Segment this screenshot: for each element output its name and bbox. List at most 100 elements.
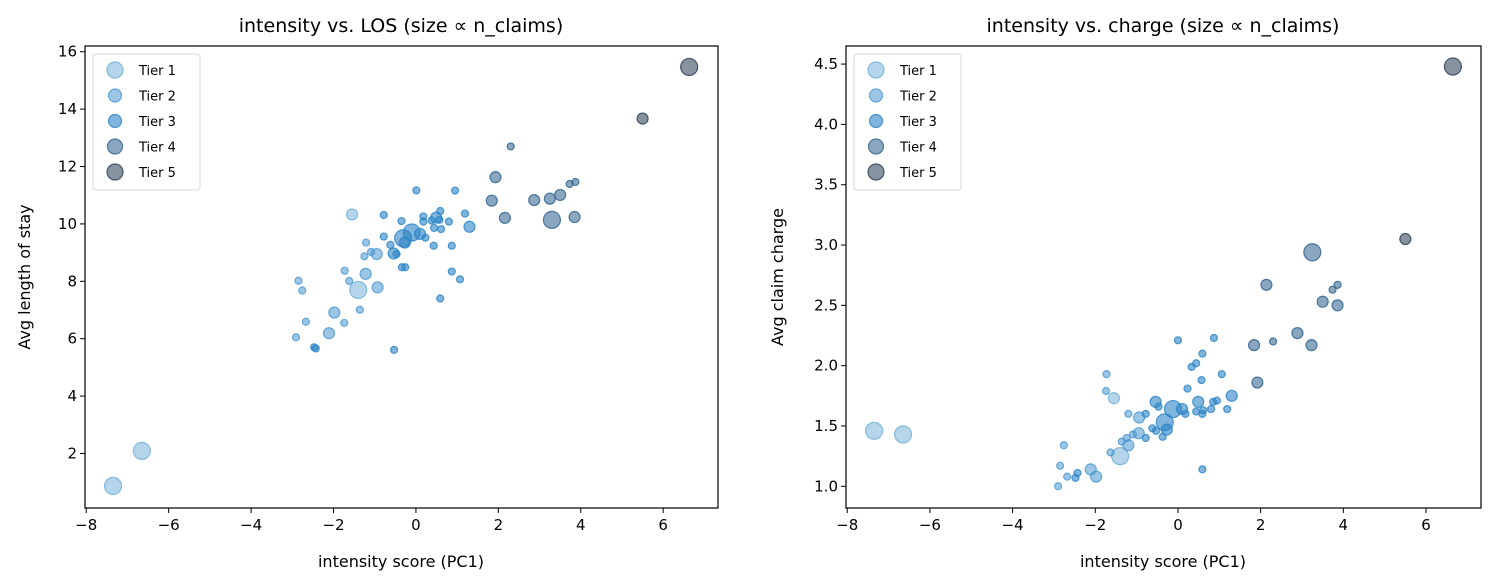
legend-label: Tier 3	[138, 115, 176, 130]
x-tick-label: −4	[240, 516, 262, 534]
data-point-tier-3	[389, 345, 399, 354]
data-point-tier-3	[1173, 336, 1183, 345]
x-tick-label: −8	[75, 516, 97, 534]
x-tick-label: 2	[494, 516, 504, 534]
data-point-tier-2	[1132, 427, 1145, 440]
data-point-tier-4	[571, 177, 580, 187]
legend-marker-tier-4	[106, 138, 124, 155]
x-tick-label: 6	[1421, 516, 1431, 534]
data-point-tier-4	[554, 188, 567, 202]
data-point-tier-3	[435, 215, 444, 224]
data-point-tier-2	[360, 252, 369, 261]
data-point-tier-3	[429, 241, 438, 250]
y-tick-label: 8	[67, 272, 77, 290]
data-point-tier-2	[345, 276, 354, 286]
data-point-tier-2	[361, 238, 371, 247]
y-tick-label: 2	[67, 444, 77, 462]
data-point-tier-4	[489, 171, 502, 184]
data-point-tier-4	[485, 194, 498, 207]
data-point-tier-2	[359, 267, 372, 280]
data-point-tier-4	[1251, 376, 1264, 389]
data-point-tier-4	[1328, 285, 1337, 294]
x-tick-label: 4	[1339, 516, 1349, 534]
legend-box	[92, 53, 201, 191]
legend-marker-tier-3	[868, 113, 884, 129]
y-axis-label: Avg claim charge	[768, 208, 787, 346]
data-point-tier-3	[1198, 349, 1207, 358]
data-point-tier-5	[680, 57, 699, 77]
legend-marker-tier-4	[867, 138, 885, 155]
data-point-tier-3	[447, 241, 456, 250]
data-point-tier-2	[355, 305, 364, 314]
data-point-tier-4	[1305, 339, 1318, 352]
y-tick-label: 12	[58, 158, 77, 176]
data-point-tier-3	[392, 249, 401, 259]
data-point-tier-2	[1106, 448, 1115, 457]
chart-title: intensity vs. charge (size ∝ n_claims)	[987, 15, 1340, 37]
legend-marker-tier-5	[106, 163, 124, 181]
y-tick-label: 16	[58, 43, 77, 61]
data-point-tier-3	[1209, 333, 1219, 343]
data-point-tier-3	[436, 224, 446, 234]
data-point-tier-3	[450, 186, 460, 195]
data-point-tier-2	[1124, 409, 1133, 419]
data-point-tier-2	[1101, 386, 1111, 396]
data-point-tier-2	[1059, 441, 1068, 450]
data-point-tier-4	[1316, 295, 1329, 308]
legend-marker-tier-3	[107, 113, 123, 129]
legend-marker-tier-1	[106, 61, 124, 79]
legend-marker-tier-2	[868, 88, 884, 103]
x-tick-label: 4	[576, 516, 586, 534]
y-tick-label: 2.0	[814, 357, 838, 375]
y-tick-label: 10	[58, 215, 77, 233]
data-point-tier-4	[1333, 280, 1342, 289]
data-point-tier-1	[132, 441, 151, 460]
legend-box	[853, 53, 962, 191]
data-point-tier-3	[1141, 409, 1150, 419]
chart-title: intensity vs. LOS (size ∝ n_claims)	[239, 15, 564, 37]
points	[103, 57, 699, 496]
data-point-tier-2	[294, 276, 303, 285]
data-point-tier-2	[1063, 472, 1072, 481]
data-point-tier-5	[636, 112, 649, 125]
data-point-tier-3	[412, 186, 421, 195]
plot-frame	[84, 45, 719, 509]
data-point-tier-3	[1223, 404, 1232, 414]
data-point-tier-3	[1198, 465, 1207, 474]
data-point-tier-2	[298, 286, 307, 295]
data-point-tier-1	[103, 476, 123, 496]
data-point-tier-3	[311, 344, 320, 353]
data-point-tier-3	[386, 240, 395, 249]
y-tick-label: 3.5	[814, 176, 838, 194]
data-point-tier-3	[401, 263, 410, 272]
data-point-tier-5	[1399, 232, 1412, 246]
data-point-tier-5	[1443, 57, 1462, 76]
data-point-tier-4	[1291, 326, 1304, 340]
chart-los: intensity vs. LOS (size ∝ n_claims) inte…	[15, 15, 719, 571]
legend-label: Tier 1	[899, 64, 937, 79]
x-axis-label: intensity score (PC1)	[318, 552, 484, 571]
data-point-tier-2	[1056, 461, 1065, 470]
data-point-tier-2	[340, 318, 349, 328]
data-point-tier-1	[865, 421, 884, 440]
data-point-tier-3	[460, 209, 470, 218]
data-point-tier-3	[397, 216, 406, 226]
x-tick-label: 6	[658, 516, 668, 534]
data-point-tier-3	[1183, 384, 1192, 393]
data-point-tier-3	[1217, 370, 1226, 379]
data-point-tier-2	[328, 306, 341, 319]
y-tick-label: 3.0	[814, 236, 838, 254]
legend-label: Tier 4	[899, 141, 937, 156]
data-point-tier-3	[379, 232, 388, 241]
y-axis-label: Avg length of stay	[15, 204, 34, 349]
data-point-tier-3	[1199, 406, 1208, 415]
y-tick-label: 4	[67, 387, 77, 405]
data-point-tier-2	[371, 281, 384, 294]
data-point-tier-2	[322, 327, 336, 340]
y-tick-label: 2.5	[814, 296, 838, 314]
data-point-tier-3	[1192, 395, 1205, 408]
data-point-tier-1	[345, 208, 359, 221]
data-point-tier-3	[379, 210, 388, 220]
data-point-tier-3	[419, 217, 428, 226]
